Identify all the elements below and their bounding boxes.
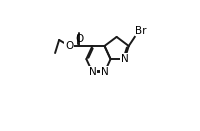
Text: Br: Br xyxy=(135,26,146,36)
Text: N: N xyxy=(89,67,96,77)
Text: N: N xyxy=(101,67,108,77)
Text: O: O xyxy=(65,41,73,51)
Text: N: N xyxy=(121,54,129,64)
Text: O: O xyxy=(76,34,84,44)
